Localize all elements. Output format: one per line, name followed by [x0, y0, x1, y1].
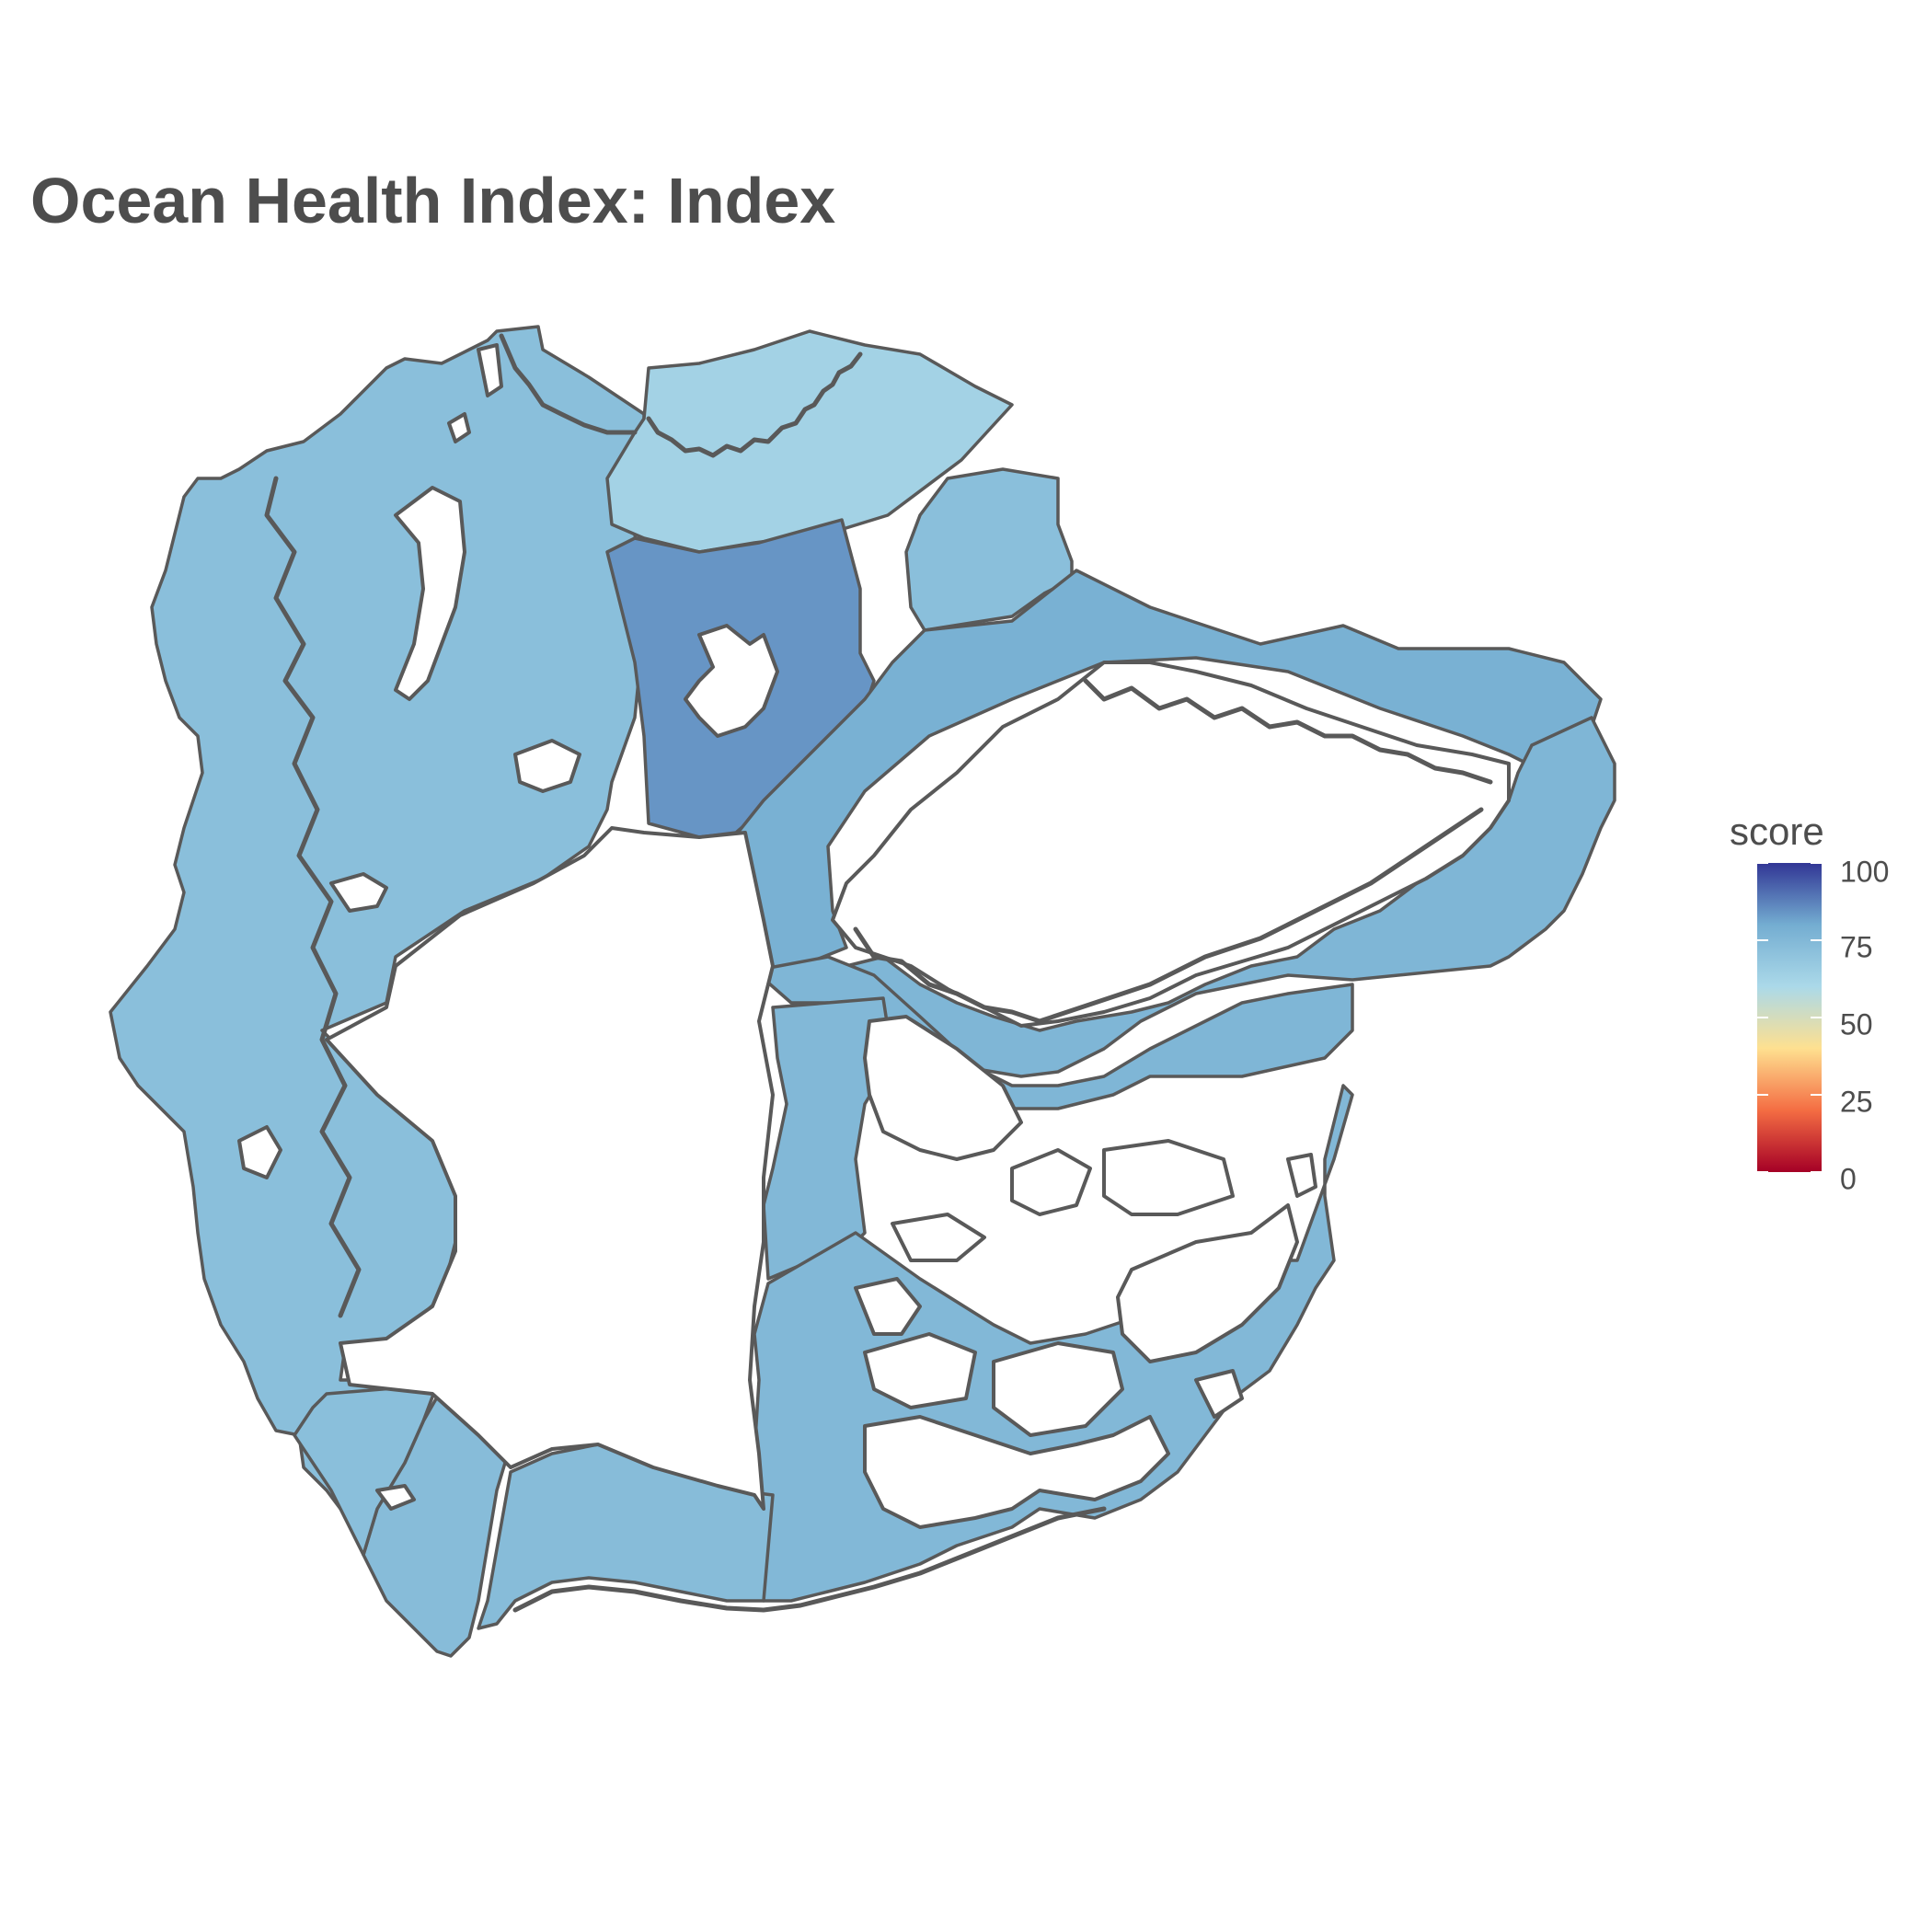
legend-tick-mark [1757, 1171, 1768, 1173]
legend-tick-50: 50 [1840, 1007, 1873, 1041]
legend-tick-mark [1811, 1094, 1822, 1096]
map-title: Ocean Health Index: Index [30, 165, 836, 236]
wrangel-island [375, 1484, 416, 1511]
region-barents-sea[interactable] [605, 329, 1014, 554]
franz-josef-land [513, 739, 581, 793]
legend-tick-mark [1811, 862, 1822, 864]
alaska-coastline [512, 1506, 1107, 1613]
severnaya-zemlya [329, 872, 388, 913]
kola-coastline [499, 333, 638, 435]
canadian-mainland [863, 1415, 1170, 1529]
legend-tick-0: 0 [1840, 1162, 1857, 1196]
legend-tick-mark [1811, 1171, 1822, 1173]
legend-tick-25: 25 [1840, 1085, 1873, 1119]
greenland-east-coastline [1083, 678, 1493, 785]
prince-patrick-island [854, 1277, 922, 1336]
legend-tick-mark [1811, 939, 1822, 941]
bylot-island [1286, 1153, 1317, 1198]
kanin-peninsula [477, 343, 503, 397]
baffin-island [1116, 1203, 1299, 1363]
central-arctic-ocean [325, 826, 775, 1511]
region-jan-mayen[interactable] [904, 467, 1074, 632]
legend-tick-mark [1811, 1017, 1822, 1018]
novaya-zemlya [394, 486, 466, 701]
legend-tick-75: 75 [1840, 930, 1873, 964]
greenland-west-coastline [853, 807, 1484, 1024]
greenland-landmass [831, 661, 1511, 1028]
ellesmere-island [863, 1015, 1023, 1161]
siberia-coastline [264, 476, 362, 1318]
legend-tick-mark [1757, 1017, 1768, 1018]
svalbard-island [684, 624, 779, 738]
norway-coastline [646, 351, 863, 458]
devon-island [1102, 1139, 1235, 1216]
legend-tick-mark [1757, 939, 1768, 941]
victoria-island [992, 1341, 1124, 1437]
legend-tick-mark [1757, 1094, 1768, 1096]
new-siberian-island [237, 1125, 282, 1179]
axel-heiberg-island [1010, 1148, 1092, 1216]
melville-island [891, 1213, 986, 1262]
region-northern-norway[interactable] [293, 1383, 439, 1557]
legend-tick-mark [1757, 862, 1768, 864]
legend-tick-100: 100 [1840, 855, 1890, 889]
southampton-island [1194, 1369, 1244, 1419]
legend-title: score [1730, 810, 1824, 853]
kola-peninsula-lake [447, 412, 471, 443]
banks-island [863, 1332, 977, 1409]
